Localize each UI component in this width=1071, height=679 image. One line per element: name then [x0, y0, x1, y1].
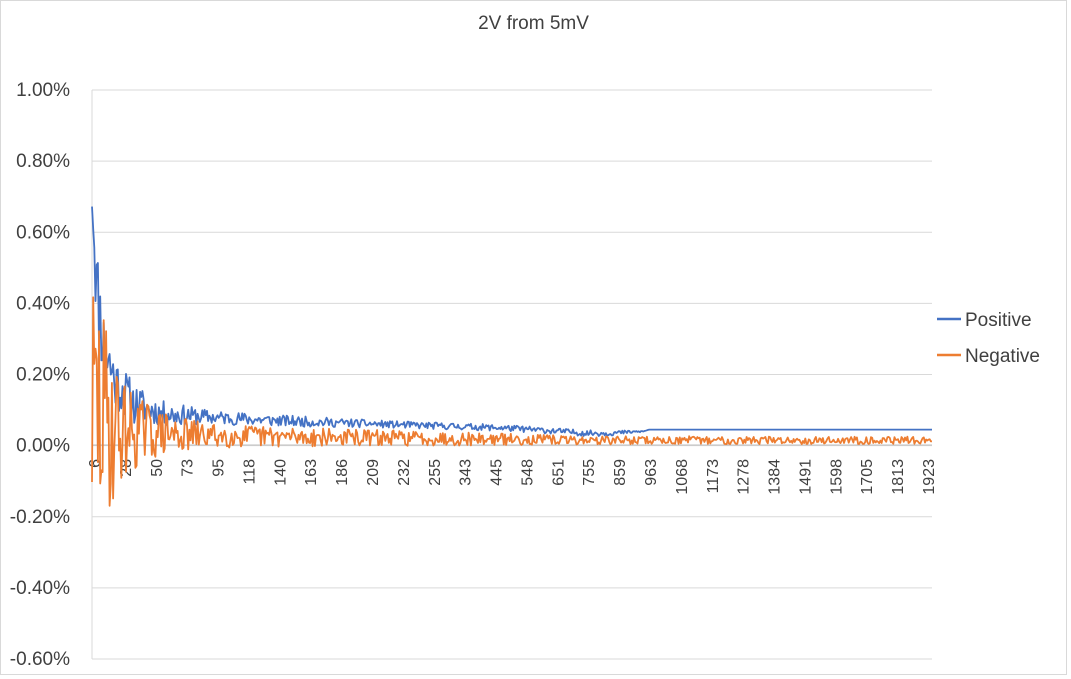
chart-title: 2V from 5mV [478, 13, 589, 34]
x-tick-label: 1705 [859, 459, 876, 495]
x-tick-label: 232 [396, 459, 413, 486]
x-tick-label: 140 [272, 459, 289, 486]
x-tick-label: 1923 [921, 459, 938, 495]
x-tick-label: 1598 [828, 459, 845, 495]
gridlines [91, 89, 932, 660]
series-lines [91, 206, 933, 507]
x-tick-label: 343 [458, 459, 475, 486]
x-tick-label: 755 [581, 459, 598, 486]
series-line-positive [91, 206, 932, 437]
x-tick-label: 963 [643, 459, 660, 486]
legend-label-positive: Positive [965, 310, 1032, 331]
x-tick-label: 255 [427, 459, 444, 486]
x-tick-label: 118 [241, 459, 258, 485]
x-tick-label: 95 [211, 459, 228, 477]
x-tick-label: 1813 [890, 459, 907, 495]
legend: Positive Negative [937, 310, 1040, 367]
x-tick-label: 1384 [767, 459, 784, 495]
y-axis-ticks: 1.00% 0.80% 0.60% 0.40% 0.20% 0.00% -0.20% -0.4… [10, 80, 70, 670]
x-tick-label: 186 [334, 459, 351, 486]
y-tick-label: -0.20% [10, 507, 70, 528]
x-tick-label: 1173 [705, 459, 722, 494]
series-line-negative [91, 296, 933, 507]
y-tick-label: 0.60% [16, 222, 70, 243]
x-tick-label: 548 [519, 459, 536, 486]
legend-label-negative: Negative [965, 346, 1040, 367]
y-tick-label: 0.00% [16, 436, 70, 457]
x-tick-label: 445 [489, 459, 506, 486]
y-tick-label: 0.80% [16, 151, 70, 172]
x-tick-label: 73 [180, 459, 197, 477]
y-tick-label: -0.60% [10, 649, 70, 670]
y-tick-label: 0.40% [16, 293, 70, 314]
y-tick-label: -0.40% [10, 578, 70, 599]
x-tick-label: 651 [550, 459, 567, 486]
y-tick-label: 0.20% [16, 365, 70, 386]
x-tick-label: 1491 [797, 459, 814, 495]
x-tick-label: 209 [365, 459, 382, 486]
x-tick-label: 50 [149, 459, 166, 477]
y-tick-label: 1.00% [16, 80, 70, 101]
x-tick-label: 1068 [674, 459, 691, 495]
x-tick-label: 1278 [736, 459, 753, 495]
x-axis-ticks: 6 28 50 73 95 118 140 163 186 209 232 255 343 445 548 6… [87, 459, 938, 495]
x-tick-label: 859 [612, 459, 629, 486]
x-tick-label: 6 [87, 459, 104, 468]
x-tick-label: 163 [303, 459, 320, 486]
